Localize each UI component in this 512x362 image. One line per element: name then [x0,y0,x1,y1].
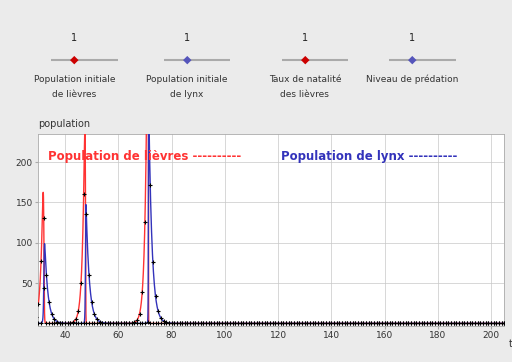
Text: de lynx: de lynx [170,90,204,98]
Text: ◆: ◆ [183,55,191,65]
Text: Niveau de prédation: Niveau de prédation [366,75,459,84]
Text: population: population [38,118,91,129]
Text: ◆: ◆ [408,55,417,65]
Text: des lièvres: des lièvres [281,90,329,98]
Text: de lièvres: de lièvres [52,90,97,98]
Text: Taux de natalité: Taux de natalité [269,75,341,84]
Text: Population initiale: Population initiale [34,75,115,84]
Text: 1: 1 [302,33,308,43]
Text: Population de lièvres ----------: Population de lièvres ---------- [48,151,241,164]
Text: 1: 1 [72,33,77,43]
Text: 1: 1 [184,33,190,43]
Text: ◆: ◆ [70,55,79,65]
Text: Population initiale: Population initiale [146,75,228,84]
Text: 1: 1 [410,33,415,43]
Text: Population de lynx ----------: Population de lynx ---------- [281,151,457,164]
Text: ◆: ◆ [301,55,309,65]
Text: temps: temps [509,339,512,349]
